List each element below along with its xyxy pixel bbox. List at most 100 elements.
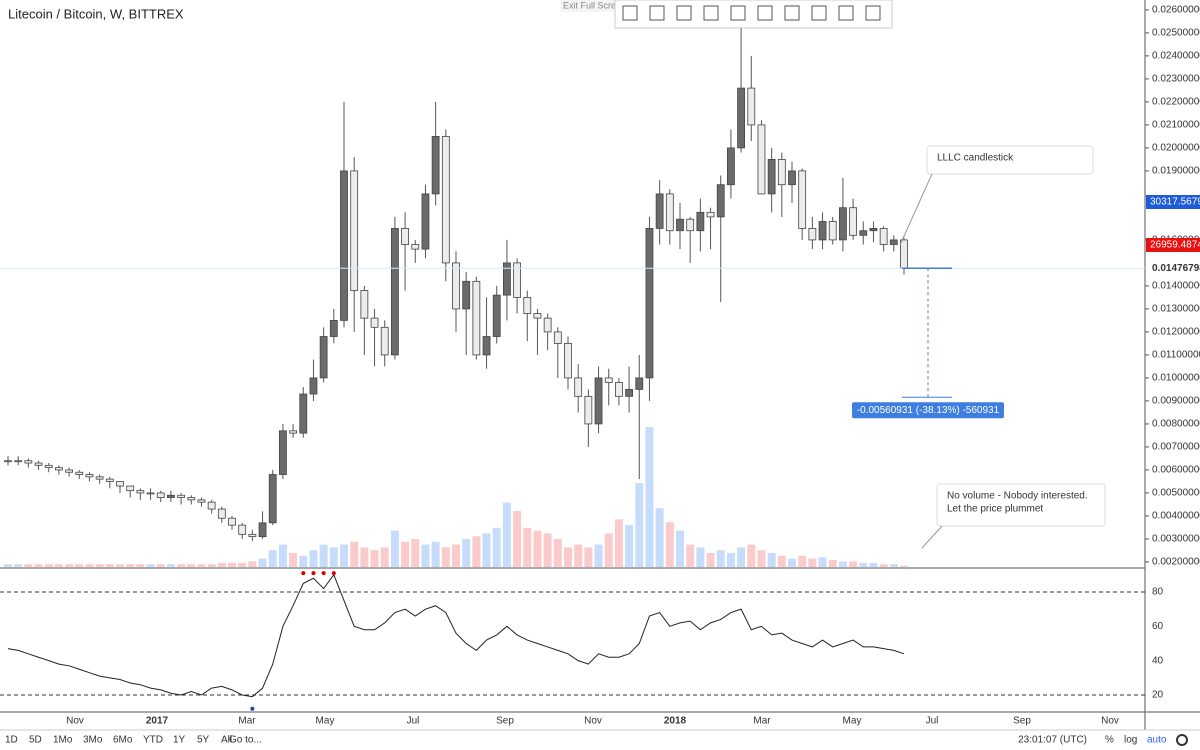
range-button[interactable]: 5Y: [197, 735, 210, 746]
volume-bar: [187, 564, 196, 567]
candle-body: [95, 476, 104, 480]
range-button[interactable]: 1D: [5, 735, 18, 746]
range-button[interactable]: YTD: [143, 735, 163, 746]
tool-icon[interactable]: [838, 5, 854, 21]
volume-bar: [635, 483, 644, 567]
range-button[interactable]: All: [221, 735, 232, 746]
candle-body: [655, 193, 664, 229]
volume-bar: [513, 511, 522, 567]
candle-body: [635, 377, 644, 390]
candle-body: [238, 524, 247, 535]
volume-bar: [574, 544, 583, 567]
range-button[interactable]: 1Y: [173, 735, 186, 746]
volume-bar: [116, 564, 124, 567]
fullscreen-button[interactable]: [560, 0, 620, 12]
volume-bar: [777, 555, 786, 567]
time-label: Jul: [407, 716, 420, 727]
range-button[interactable]: 3Mo: [83, 735, 103, 746]
candle-body: [340, 170, 348, 321]
candle-body: [615, 382, 623, 397]
volume-bar: [849, 561, 858, 567]
annotation-box: [926, 145, 1094, 175]
volume-bar: [44, 564, 53, 567]
price-tick-label: 0.00600000: [1152, 465, 1200, 476]
candle-body: [808, 228, 817, 241]
candle-body: [788, 170, 796, 186]
rsi-line: [7, 573, 905, 698]
volume-bar: [553, 539, 562, 567]
volume-bar: [788, 558, 796, 567]
time-label: 2017: [146, 716, 169, 727]
tool-icon[interactable]: [676, 5, 692, 21]
last-price-box: [1146, 261, 1200, 276]
tool-icon[interactable]: [757, 5, 773, 21]
tool-icon[interactable]: [811, 5, 827, 21]
candle-body: [441, 136, 450, 264]
tool-icon[interactable]: [703, 5, 719, 21]
settings-button[interactable]: [1176, 734, 1188, 746]
volume-bar: [859, 562, 868, 567]
volume-bar: [217, 562, 226, 567]
volume-bar: [329, 547, 338, 567]
volume-bar: [166, 564, 175, 567]
price-tick-label: 0.00900000: [1152, 396, 1200, 407]
volume-bar: [319, 544, 328, 567]
candle-body: [553, 331, 562, 344]
volume-bar: [431, 541, 440, 567]
volume-bar: [248, 561, 257, 567]
scale-option[interactable]: auto: [1147, 735, 1167, 746]
volume-bar: [828, 560, 837, 567]
candle-body: [24, 460, 33, 464]
candle-body: [584, 395, 593, 425]
candle-body: [665, 193, 674, 232]
volume-bar: [54, 564, 63, 567]
volume-bar: [502, 502, 511, 567]
candle-body: [136, 490, 145, 494]
candle-body: [533, 313, 542, 319]
range-button[interactable]: 6Mo: [113, 735, 133, 746]
fullscreen-label[interactable]: Exit Full Screen: [563, 0, 626, 10]
candle-body: [85, 474, 94, 478]
range-button[interactable]: 5D: [29, 735, 42, 746]
volume-bar: [95, 564, 104, 567]
price-tick-label: 0.01200000: [1152, 327, 1200, 338]
volume-bar: [75, 564, 84, 567]
price-tick-label: 0.02100000: [1152, 120, 1200, 131]
price-tick-label: 0.00300000: [1152, 534, 1200, 545]
goto-button[interactable]: Go to...: [229, 735, 262, 746]
candle-body: [879, 228, 888, 245]
price-tick-label: 0.00800000: [1152, 419, 1200, 430]
scale-option[interactable]: log: [1124, 735, 1137, 746]
candle-body: [329, 320, 338, 337]
tool-icon[interactable]: [622, 5, 638, 21]
tool-icon[interactable]: [865, 5, 881, 21]
volume-bar: [696, 547, 705, 567]
volume-bar: [665, 522, 674, 567]
candle-body: [126, 485, 135, 492]
candle-body: [757, 124, 766, 195]
measure-label: -0.00560931 (-38.13%) -560931: [857, 405, 1000, 416]
volume-bar: [726, 553, 735, 567]
volume-bar: [360, 547, 369, 567]
candle-body: [828, 221, 837, 241]
volume-bar: [65, 564, 74, 567]
volume-bar: [533, 530, 542, 567]
tool-icon[interactable]: [649, 5, 665, 21]
candle-body: [513, 262, 521, 298]
tool-icon[interactable]: [784, 5, 800, 21]
candle-body: [248, 533, 257, 538]
time-label: Mar: [753, 716, 771, 727]
range-button[interactable]: 1Mo: [53, 735, 73, 746]
candle-body: [747, 87, 756, 126]
volume-bar: [4, 564, 12, 567]
scale-option[interactable]: %: [1105, 735, 1114, 746]
candle-body: [900, 239, 908, 269]
annotation-box: [936, 483, 1106, 527]
last-price-label: 0.01476798: [1152, 263, 1200, 274]
volume-bar: [737, 547, 746, 567]
tool-icon[interactable]: [730, 5, 746, 21]
volume-bar: [197, 564, 206, 567]
candle-body: [564, 343, 572, 379]
candle-body: [462, 280, 471, 310]
volume-bar: [838, 561, 847, 567]
